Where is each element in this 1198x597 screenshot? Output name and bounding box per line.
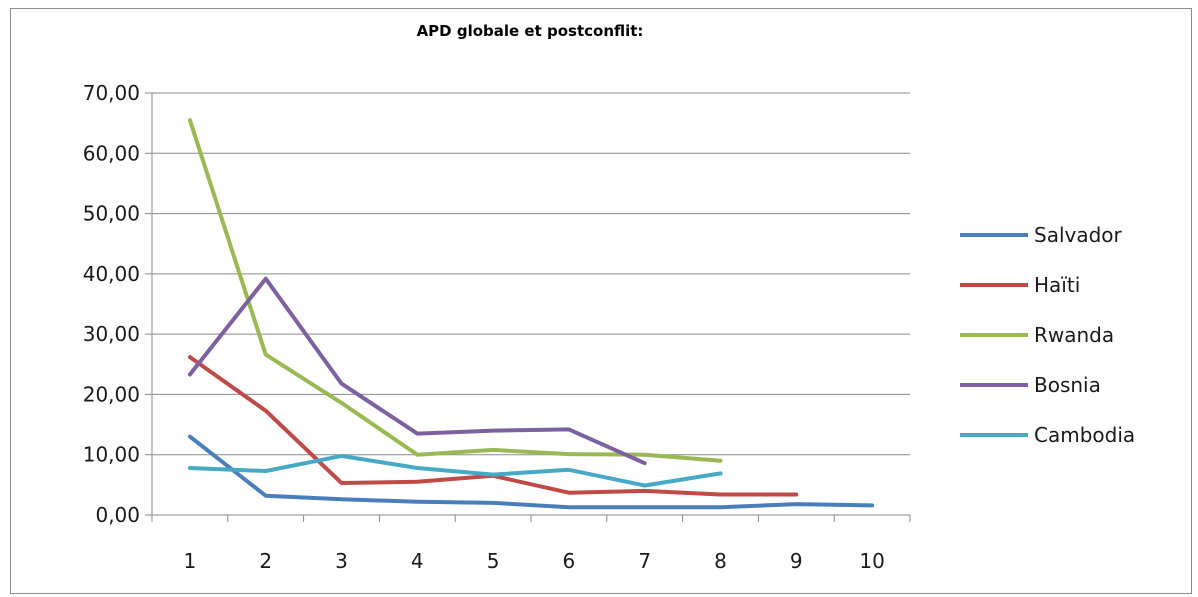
- y-tick-label: 20,00: [83, 382, 140, 406]
- x-tick-label: 5: [487, 549, 500, 573]
- series-line-salvador: [187, 434, 875, 510]
- y-tick-label: 50,00: [83, 202, 140, 226]
- y-tick-label: 30,00: [83, 322, 140, 346]
- x-tick-label: 7: [638, 549, 651, 573]
- x-tick-label: 4: [411, 549, 424, 573]
- x-tick-label: 8: [714, 549, 727, 573]
- y-tick-label: 0,00: [95, 503, 140, 527]
- x-tick-label: 6: [563, 549, 576, 573]
- series-line-rwanda: [187, 118, 723, 463]
- legend-label: Salvador: [1034, 223, 1123, 247]
- grid-layer: [152, 92, 910, 516]
- legend-label: Haïti: [1034, 273, 1080, 297]
- axis-layer: 0,00 10,00 20,00 30,00 40,00 50,00 60,00 70,00 1…: [83, 81, 911, 573]
- y-tick-label: 60,00: [83, 141, 140, 165]
- y-tick-label: 70,00: [83, 81, 140, 105]
- chart-frame: [10, 8, 1192, 594]
- legend-label: Bosnia: [1034, 373, 1101, 397]
- chart-title: APD globale et postconflit:: [417, 22, 644, 40]
- legend-label: Rwanda: [1034, 323, 1114, 347]
- series-layer: [187, 118, 875, 510]
- x-tick-label: 10: [859, 549, 884, 573]
- x-tick-label: 2: [259, 549, 272, 573]
- x-tick-label: 3: [335, 549, 348, 573]
- legend: Salvador Haïti Rwanda Bosnia Cambodia: [960, 223, 1135, 447]
- series-line-bosnia: [187, 276, 647, 466]
- y-tick-label: 10,00: [83, 443, 140, 467]
- x-tick-label: 1: [184, 549, 197, 573]
- series-line-cambodia: [187, 453, 723, 488]
- legend-label: Cambodia: [1034, 423, 1135, 447]
- y-tick-label: 40,00: [83, 262, 140, 286]
- x-tick-label: 9: [790, 549, 803, 573]
